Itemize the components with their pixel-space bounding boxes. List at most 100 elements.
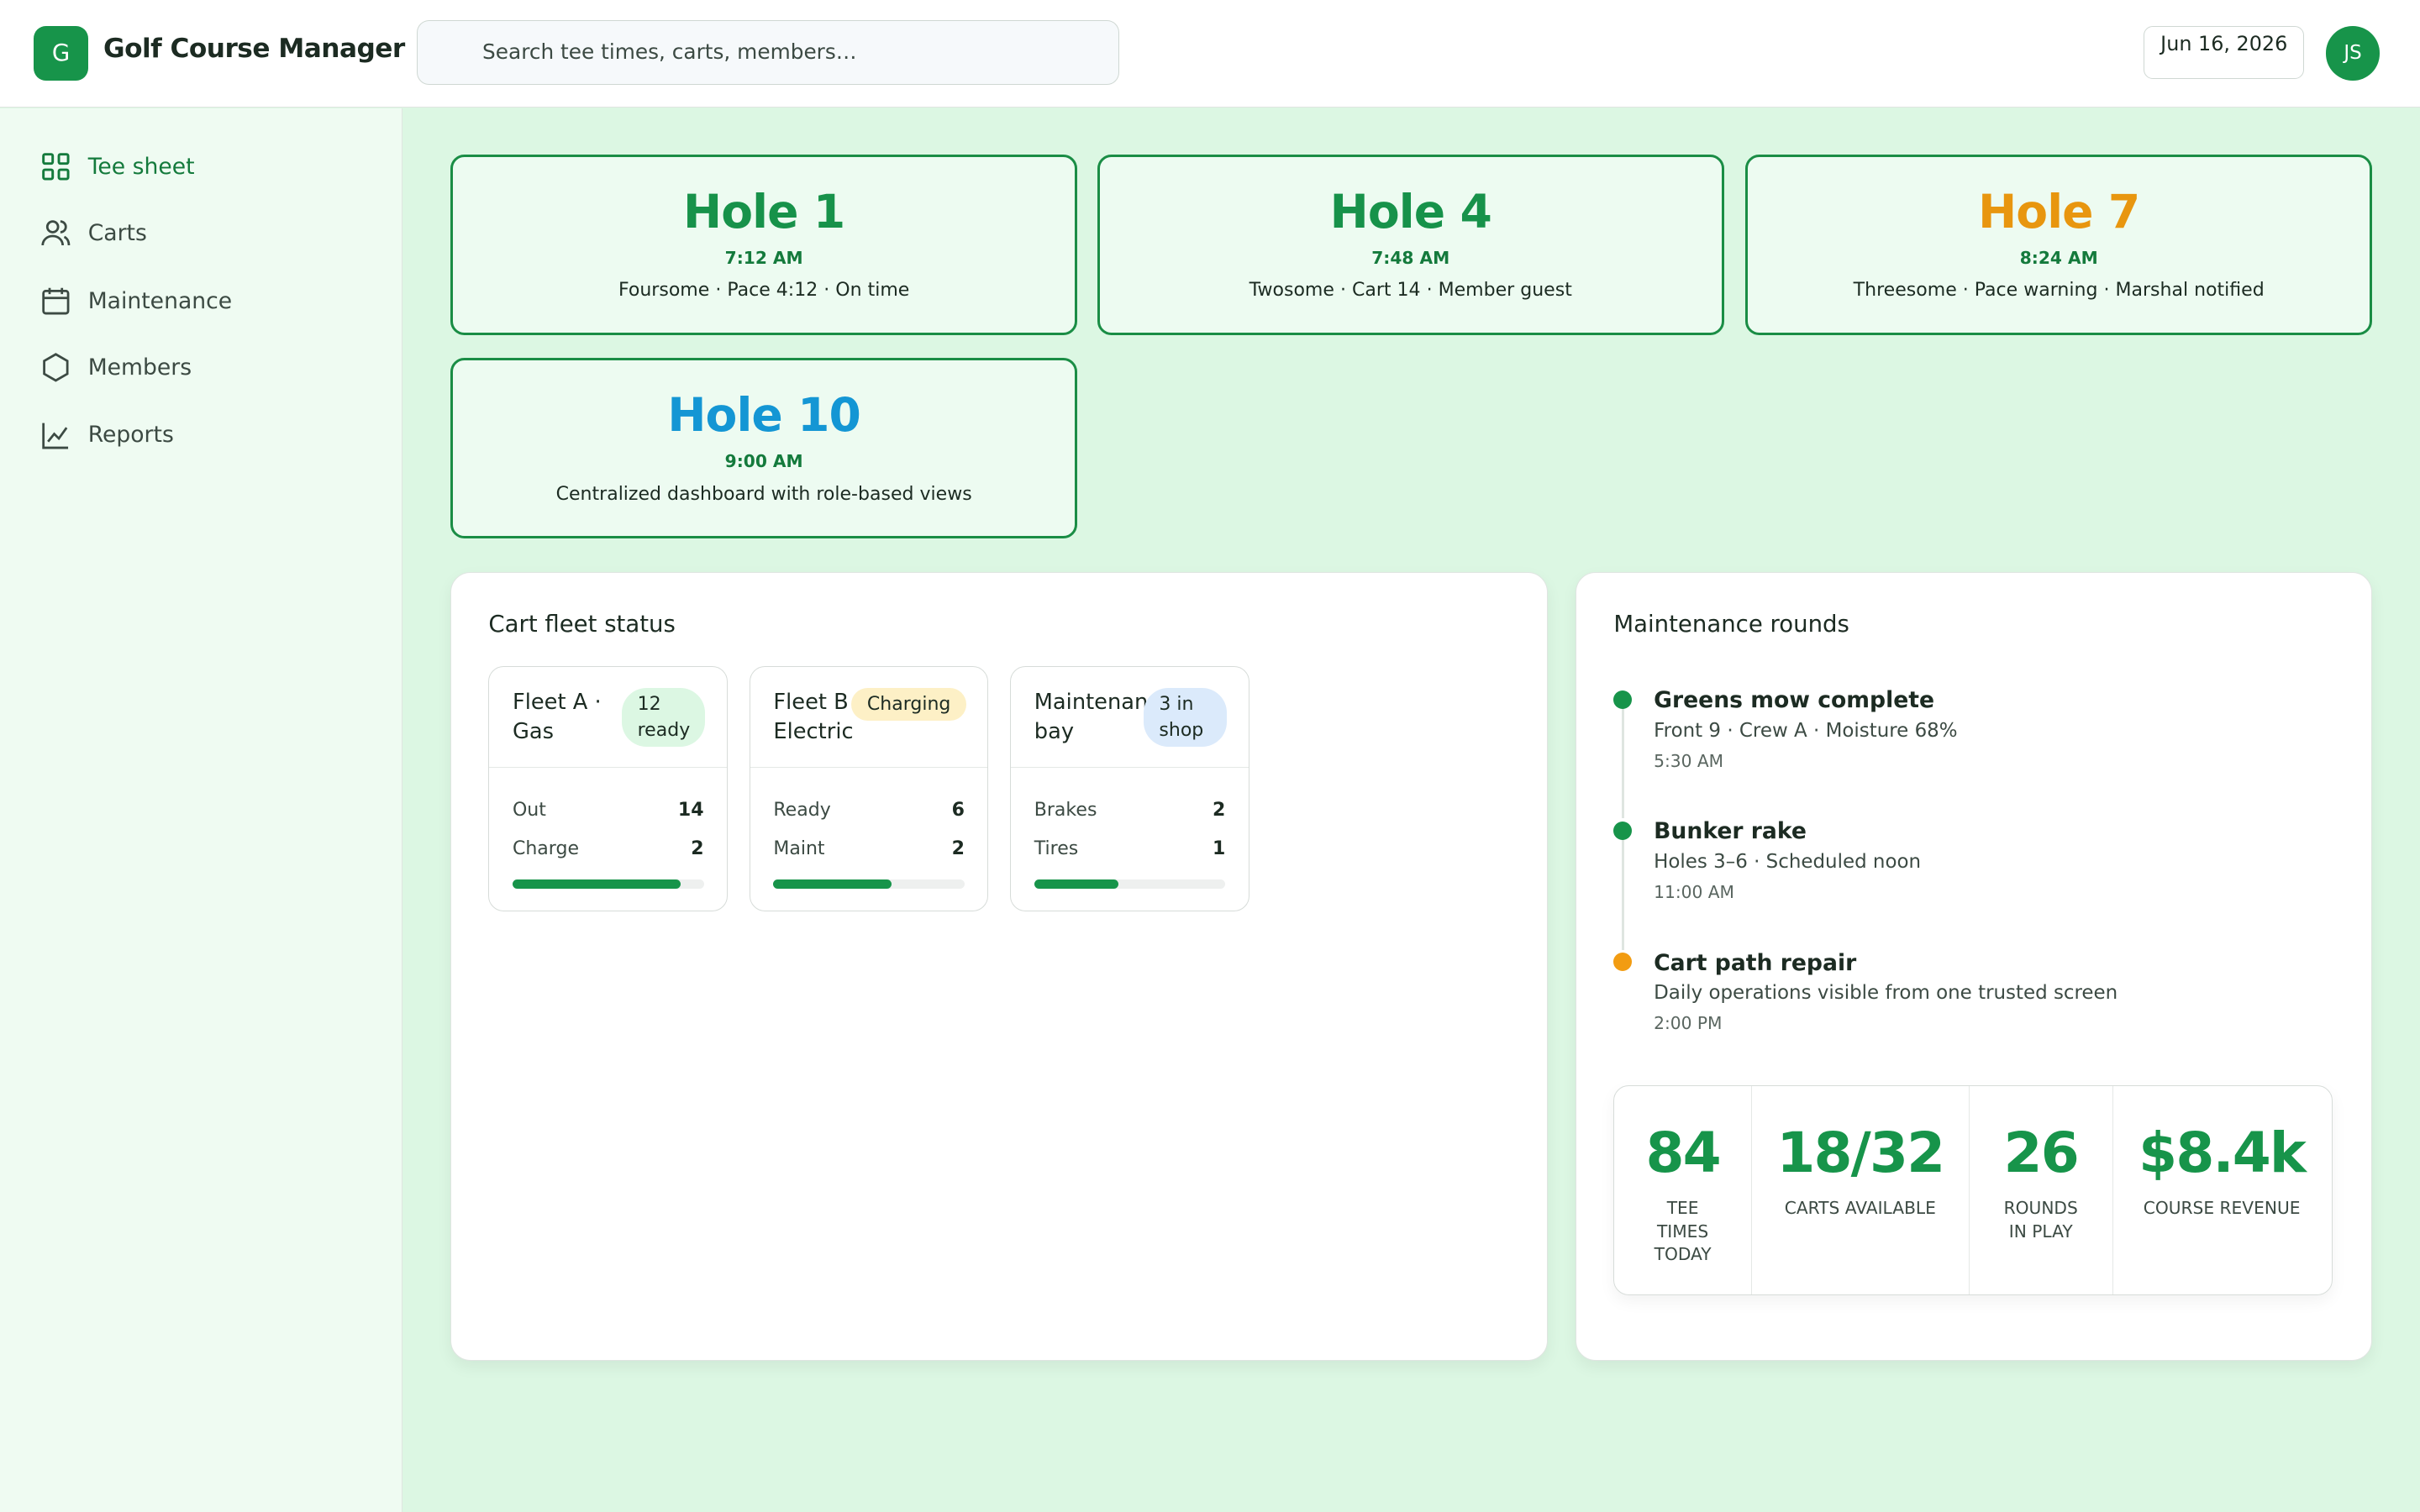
fleet-row: Ready 6 <box>773 800 965 821</box>
timeline-line <box>1621 706 1625 819</box>
row-value: 2 <box>951 837 965 859</box>
fleet-name: Maintenance bay <box>1034 690 1174 745</box>
stat-label: CARTS AVAILABLE <box>1784 1198 1936 1219</box>
tee-time: 7:48 AM <box>1371 247 1450 268</box>
tee-time: 7:12 AM <box>724 247 803 268</box>
tee-card[interactable]: Hole 1 7:12 AM Foursome · Pace 4:12 · On t… <box>450 154 1078 335</box>
row-label: Ready <box>773 799 831 821</box>
stat-value: 84 <box>1645 1120 1721 1185</box>
tee-time: 8:24 AM <box>2019 247 2098 268</box>
stats-box: 84 TEE TIMES TODAY 18/32 CARTS AVAILABLE 26 R… <box>1613 1085 2333 1295</box>
row-label: Tires <box>1034 837 1079 859</box>
nav-label: Maintenance <box>87 287 233 314</box>
stat: 84 TEE TIMES TODAY <box>1614 1086 1752 1294</box>
hole: Hole 7 <box>1978 184 2140 239</box>
progress-fill <box>773 879 892 890</box>
fleet-panel: Cart fleet status Fleet A · Gas 12 ready O… <box>450 572 1549 1361</box>
item-title: Cart path repair <box>1654 949 1857 976</box>
row-value: 2 <box>691 837 704 859</box>
tee-card[interactable]: Hole 4 7:48 AM Twosome · Cart 14 · Member … <box>1097 154 1724 335</box>
item-title: Greens mow complete <box>1654 687 1935 714</box>
hole: Hole 4 <box>1329 184 1492 239</box>
nav-label: Tee sheet <box>87 153 195 180</box>
row-value: 6 <box>951 799 965 821</box>
item-detail: Front 9 · Crew A · Moisture 68% <box>1654 719 1958 742</box>
stat: 26 ROUNDS IN PLAY <box>1970 1086 2113 1294</box>
item-detail: Daily operations visible from one truste… <box>1654 981 2118 1004</box>
fleet-badge: 3 in shop <box>1144 688 1228 748</box>
progress-track <box>773 879 965 890</box>
nav-item[interactable]: Carts <box>40 218 147 249</box>
stat-label: COURSE REVENUE <box>2143 1198 2301 1219</box>
tee-detail: Twosome · Cart 14 · Member guest <box>1249 280 1572 302</box>
nav-label: Members <box>87 354 192 381</box>
item-time: 5:30 AM <box>1654 750 1724 771</box>
stat-value: 18/32 <box>1776 1120 1945 1185</box>
timeline-line <box>1621 837 1625 950</box>
stat-label: TEE TIMES TODAY <box>1654 1198 1712 1265</box>
progress-track <box>1034 879 1226 890</box>
row-label: Brakes <box>1034 799 1097 821</box>
timeline-dot <box>1613 690 1633 710</box>
progress-track <box>512 879 704 890</box>
panel-title: Maintenance rounds <box>1613 610 1849 638</box>
stat: 18/32 CARTS AVAILABLE <box>1752 1086 1970 1294</box>
nav-item[interactable]: Tee sheet <box>40 151 195 182</box>
tee-card[interactable]: Hole 7 8:24 AM Threesome · Pace warning · … <box>1745 154 2373 335</box>
tee-detail: Threesome · Pace warning · Marshal notif… <box>1853 280 2265 302</box>
maintenance-item: Greens mow complete Front 9 · Crew A · Mo… <box>1654 687 1957 770</box>
tee-card[interactable]: Hole 10 9:00 AM Centralized dashboard with… <box>450 358 1078 538</box>
tee-detail: Foursome · Pace 4:12 · On time <box>618 280 910 302</box>
panel-title: Cart fleet status <box>488 610 676 638</box>
nav-label: Reports <box>87 422 174 449</box>
fleet-row: Charge 2 <box>513 838 704 859</box>
fleet-row: Out 14 <box>513 800 704 821</box>
maintenance-panel: Maintenance rounds Greens mow complete Fr… <box>1576 572 2373 1361</box>
fleet-card[interactable]: Maintenance bay 3 in shop Brakes 2 Tires 1 <box>1010 665 1249 911</box>
nav-item[interactable]: Reports <box>40 420 174 451</box>
fleet-row: Maint 2 <box>773 838 965 859</box>
fleet-card[interactable]: Fleet B · Electric Charging Ready 6 Maint 2 <box>749 665 989 911</box>
nav-item[interactable]: Maintenance <box>40 286 232 317</box>
fleet-name: Fleet B · Electric <box>773 690 863 745</box>
item-time: 11:00 AM <box>1654 881 1734 902</box>
row-label: Maint <box>773 837 825 859</box>
stat-label: ROUNDS IN PLAY <box>2003 1198 2078 1242</box>
nav-label: Carts <box>87 219 147 246</box>
divider <box>1011 767 1249 768</box>
logo[interactable]: G <box>34 26 88 81</box>
timeline-dot <box>1613 822 1633 841</box>
fleet-row: Tires 1 <box>1034 838 1226 859</box>
row-label: Charge <box>512 837 579 859</box>
app-title: Golf Course Manager <box>103 34 405 65</box>
timeline-dot <box>1613 953 1633 972</box>
stat-value: $8.4k <box>2139 1120 2307 1185</box>
stat: $8.4k COURSE REVENUE <box>2113 1086 2331 1294</box>
maintenance-item: Cart path repair Daily operations visible… <box>1654 950 2118 1033</box>
divider <box>489 767 728 768</box>
item-detail: Holes 3–6 · Scheduled noon <box>1654 850 1922 873</box>
date-picker[interactable]: Jun 16, 2026 <box>2144 26 2305 79</box>
sidebar: Tee sheet Carts Maintenance Members Repo… <box>0 108 402 1512</box>
hole: Hole 10 <box>667 388 861 443</box>
nav-item[interactable]: Members <box>40 352 192 383</box>
item-title: Bunker rake <box>1654 818 1807 845</box>
tee-detail: Centralized dashboard with role-based vi… <box>555 483 972 505</box>
stat-value: 26 <box>2003 1120 2080 1185</box>
avatar[interactable]: JS <box>2325 26 2381 81</box>
row-value: 14 <box>677 799 704 821</box>
search-input[interactable]: Search tee times, carts, members… <box>416 19 1119 86</box>
hole: Hole 1 <box>683 184 845 239</box>
divider <box>750 767 988 768</box>
fleet-badge: Charging <box>851 688 966 721</box>
fleet-card[interactable]: Fleet A · Gas 12 ready Out 14 Charge 2 <box>488 665 729 911</box>
progress-fill <box>1034 879 1118 890</box>
tee-time: 9:00 AM <box>724 451 803 472</box>
fleet-row: Brakes 2 <box>1034 800 1226 821</box>
maintenance-item: Bunker rake Holes 3–6 · Scheduled noon 11:… <box>1654 818 1921 901</box>
header: G Golf Course Manager Search tee times, … <box>0 0 2420 108</box>
item-time: 2:00 PM <box>1654 1012 1723 1033</box>
row-label: Out <box>512 799 546 821</box>
